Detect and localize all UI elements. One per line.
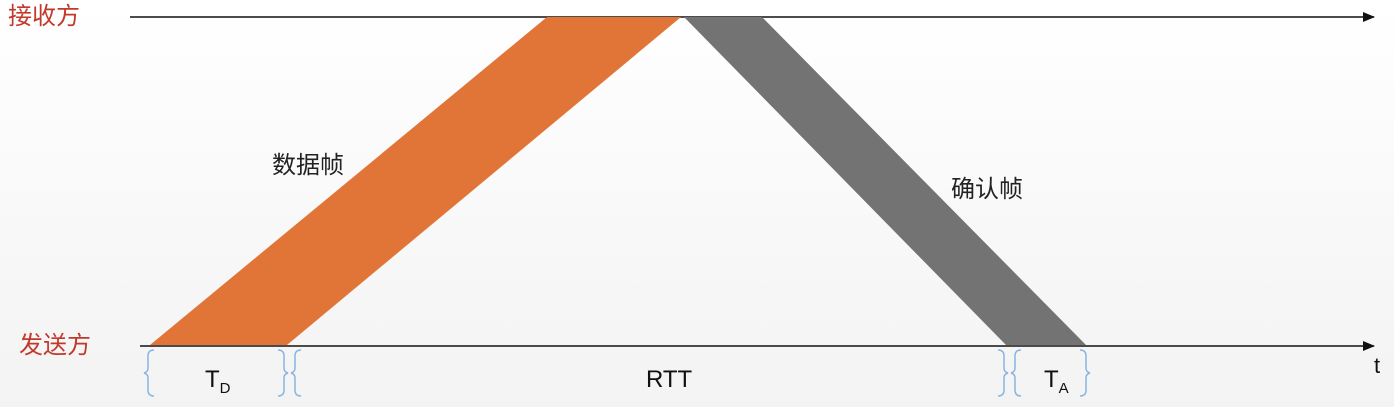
time-axis-label: t [1374, 353, 1381, 378]
rtt-brace [290, 349, 1009, 397]
rtt-label: RTT [646, 366, 693, 393]
receiver-label: 接收方 [8, 2, 80, 30]
data-frame-label: 数据帧 [272, 151, 344, 179]
ta-main: T [1044, 366, 1059, 393]
data-frame-band [150, 17, 681, 345]
ta-label: TA [1044, 366, 1069, 397]
sender-label: 发送方 [19, 331, 91, 359]
td-brace [143, 349, 289, 397]
td-subscript: D [219, 380, 231, 397]
td-label: TD [205, 366, 231, 397]
td-main: T [205, 366, 220, 393]
ack-frame-band [684, 17, 1086, 345]
ta-brace [1010, 349, 1091, 397]
ta-subscript: A [1058, 380, 1069, 397]
ack-frame-label: 确认帧 [951, 175, 1023, 203]
